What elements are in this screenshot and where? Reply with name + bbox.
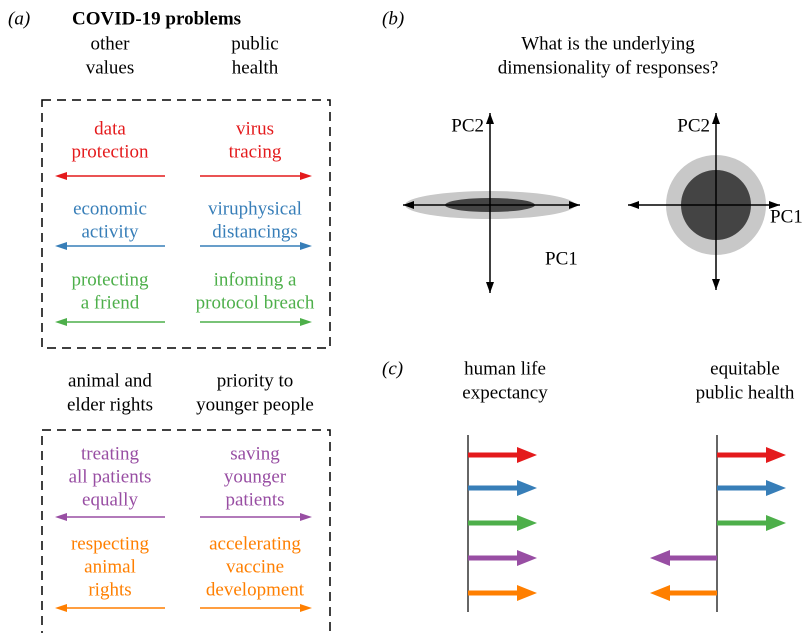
arrow-head [517,447,537,463]
arrow-head [55,172,67,180]
arrow-head [766,447,786,463]
item-label: vaccine [226,556,284,577]
item-label: rights [88,579,131,600]
item-label: protecting [71,269,149,290]
axis-head [712,113,720,124]
column-header: younger people [196,394,314,415]
question: dimensionality of responses? [498,57,719,78]
column-header: expectancy [462,382,548,403]
question: What is the underlying [521,33,695,54]
arrow-head [300,513,312,521]
item-label: protection [71,141,149,162]
axis-label: PC2 [677,115,710,136]
dashed-box [41,429,331,633]
item-label: viruphysical [208,198,302,219]
arrow-head [55,604,67,612]
item-label: protocol breach [196,292,315,313]
item-label: development [206,579,305,600]
item-label: tracing [229,141,282,162]
axis-label: PC2 [451,115,484,136]
arrow-head [517,585,537,601]
arrow-head [300,172,312,180]
axis-head [569,201,580,209]
axis-label: PC1 [770,206,803,227]
item-label: distancings [212,221,298,242]
column-header: human life [464,358,546,379]
arrow-head [300,242,312,250]
arrow-head [650,585,670,601]
arrow-head [55,513,67,521]
arrow-head [55,318,67,326]
axis-head [486,282,494,293]
arrow-head [300,318,312,326]
arrow-head [650,550,670,566]
item-label: accelerating [209,533,301,554]
axis-head [403,201,414,209]
item-label: data [94,118,126,139]
panel-label: (c) [382,358,403,379]
item-label: economic [73,198,147,219]
item-label: saving [230,443,280,464]
item-label: treating [81,443,140,464]
column-header: priority to [217,370,294,391]
panel-label: (b) [382,8,404,29]
column-header: public health [696,382,795,403]
column-header: other [90,33,130,54]
arrow-head [300,604,312,612]
column-header: elder rights [67,394,153,415]
item-label: younger [224,466,287,487]
column-header: values [86,57,135,78]
item-label: animal [84,556,136,577]
arrow-head [517,515,537,531]
dashed-box [41,99,331,349]
column-header: animal and [68,370,152,391]
arrow-head [766,515,786,531]
item-label: all patients [69,466,152,487]
item-label: infoming a [214,269,297,290]
item-label: virus [236,118,274,139]
column-header: equitable [710,358,780,379]
column-header: health [232,57,279,78]
arrow-head [517,550,537,566]
arrow-head [55,242,67,250]
column-header: public [231,33,279,54]
axis-head [628,201,639,209]
axis-head [486,113,494,124]
item-label: a friend [81,292,140,313]
arrow-head [517,480,537,496]
arrow-head [766,480,786,496]
panel-title: COVID-19 problems [72,8,241,29]
panel-label: (a) [8,8,30,29]
axis-head [769,201,780,209]
item-label: respecting [71,533,150,554]
item-label: equally [82,489,138,510]
item-label: activity [82,221,139,242]
axis-label: PC1 [545,248,578,269]
axis-head [712,279,720,290]
item-label: patients [225,489,284,510]
